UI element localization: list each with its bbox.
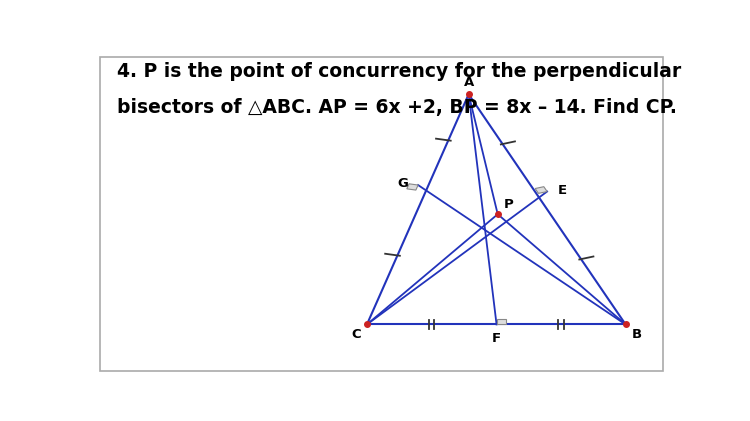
Polygon shape xyxy=(536,187,547,193)
Text: P: P xyxy=(504,198,514,210)
Text: B: B xyxy=(632,328,642,341)
Text: F: F xyxy=(492,332,501,344)
Text: C: C xyxy=(351,328,361,341)
Polygon shape xyxy=(406,184,418,190)
Text: bisectors of △ABC. AP = 6x +2, BP = 8x – 14. Find CP.: bisectors of △ABC. AP = 6x +2, BP = 8x –… xyxy=(117,98,676,117)
Text: 4. P is the point of concurrency for the perpendicular: 4. P is the point of concurrency for the… xyxy=(117,62,681,81)
FancyBboxPatch shape xyxy=(100,57,663,371)
Text: G: G xyxy=(397,177,408,190)
Polygon shape xyxy=(496,319,506,325)
Text: A: A xyxy=(464,76,474,88)
Text: E: E xyxy=(557,184,566,197)
